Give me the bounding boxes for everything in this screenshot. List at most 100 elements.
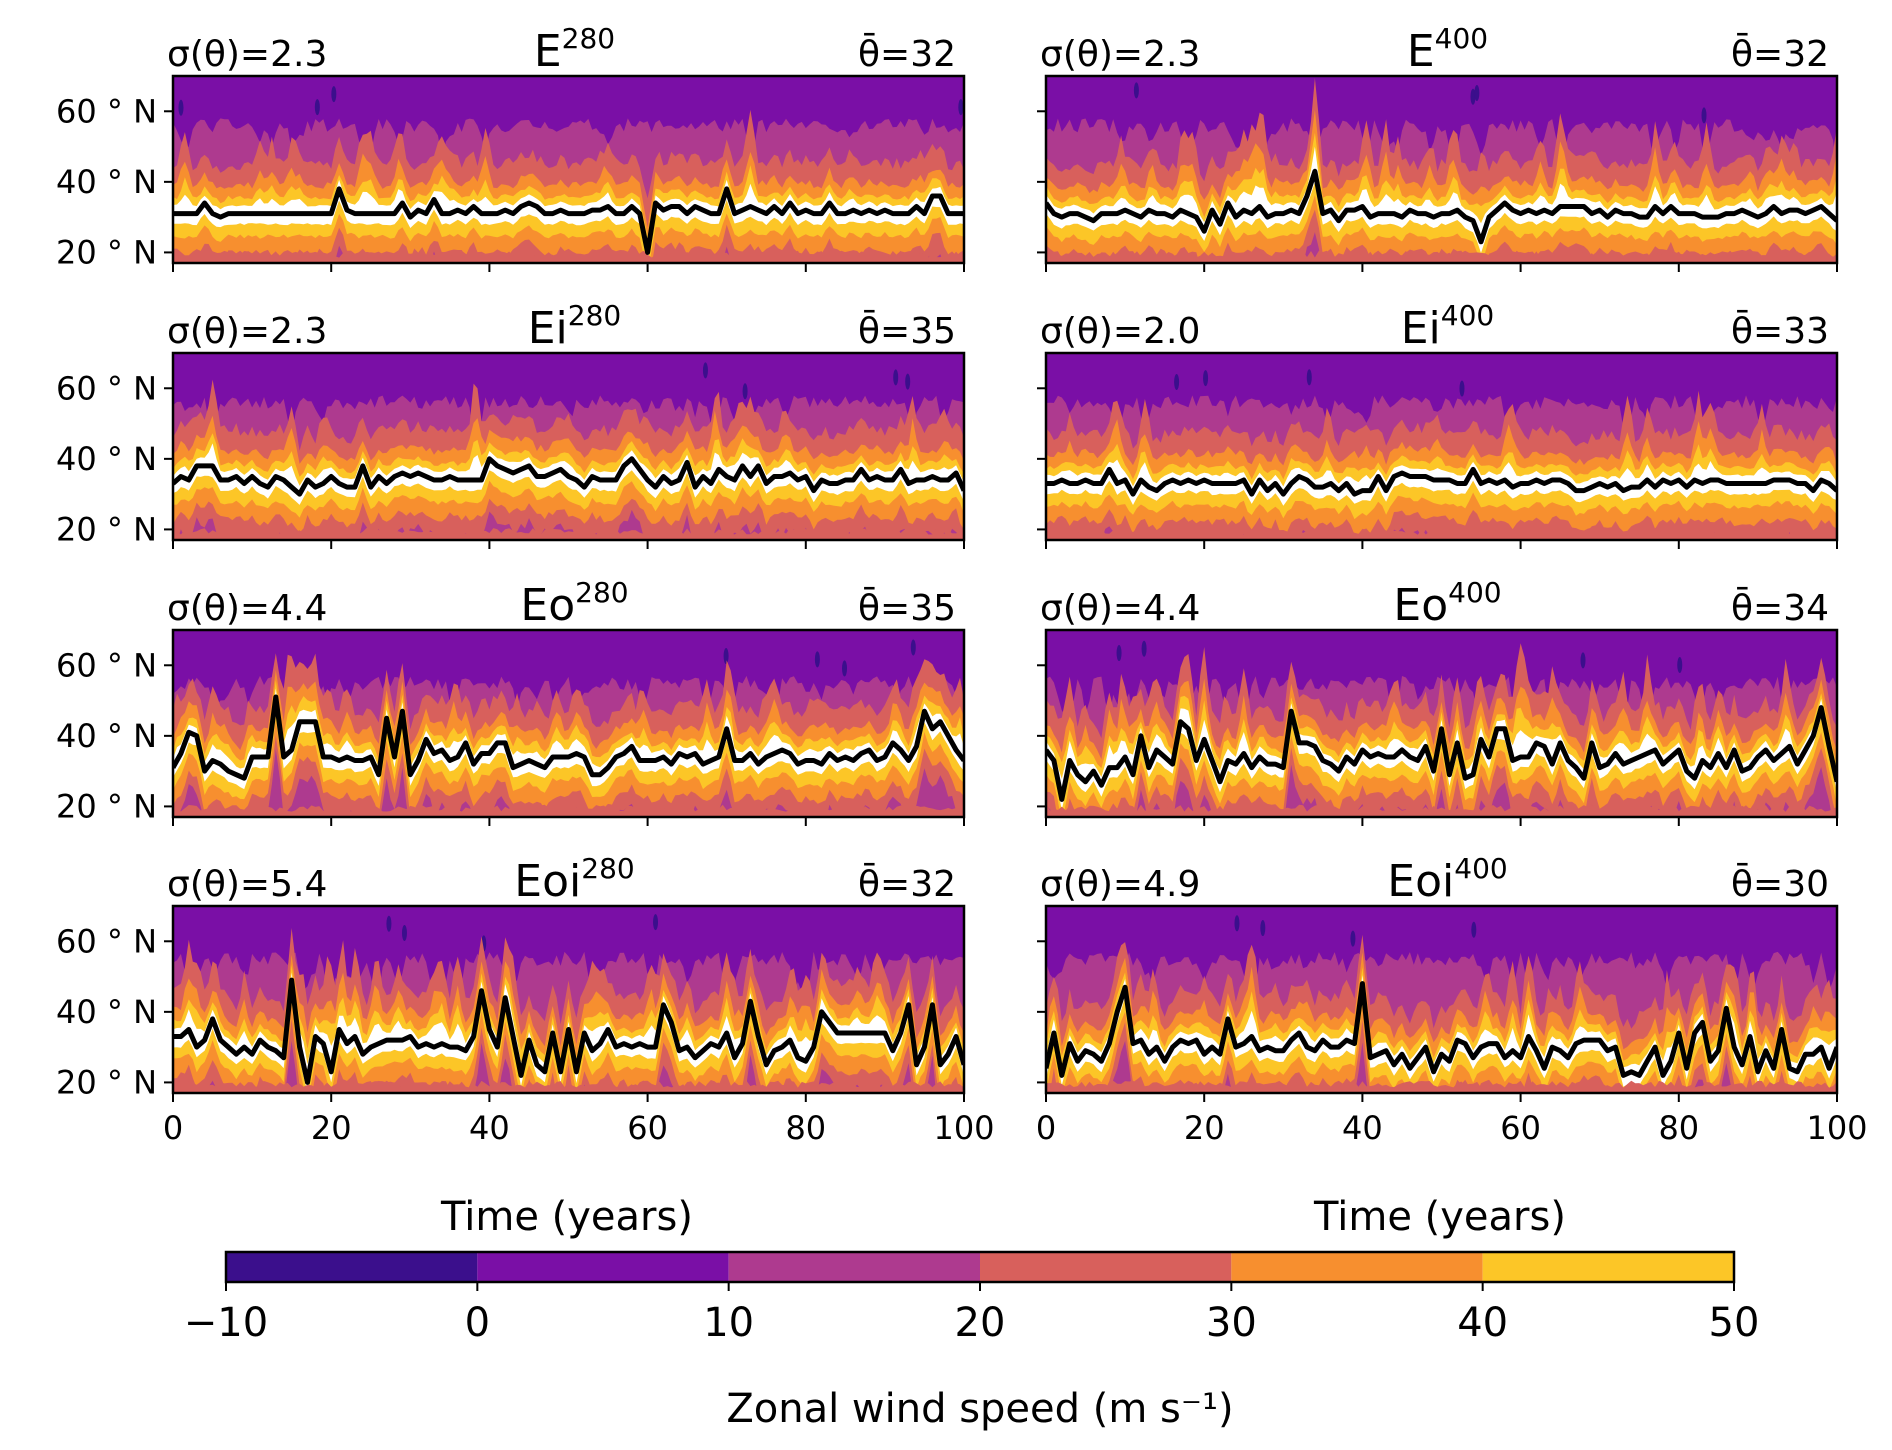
experiment-title: Eo400 xyxy=(1393,576,1501,631)
experiment-name: Ei xyxy=(1401,303,1441,354)
sigma-label: σ(θ)=2.3 xyxy=(1040,34,1200,75)
band-minus10-0 xyxy=(178,99,184,116)
experiment-title: Ei280 xyxy=(528,299,621,354)
band-minus10-0 xyxy=(842,660,848,677)
band-low-lat xyxy=(173,804,964,817)
band-low-lat xyxy=(173,250,964,263)
band-low-lat xyxy=(1046,527,1837,540)
panel-eo-400: σ(θ)=4.4 θ̄=34 Eo400 xyxy=(1037,576,1839,826)
sigma-label: σ(θ)=4.4 xyxy=(167,588,327,629)
y-tick-label: 60 ° N xyxy=(56,369,157,407)
colorbar-segment xyxy=(980,1252,1232,1282)
sigma-label: σ(θ)=2.0 xyxy=(1040,311,1200,352)
band-minus10-0 xyxy=(1260,920,1266,937)
panel-eo-280: 20 ° N 40 ° N 60 ° N σ(θ)=4.4 θ̄=35 Eo280 xyxy=(56,576,966,826)
colorbar-segment xyxy=(728,1252,980,1282)
band-0-10 xyxy=(173,353,964,444)
band-minus10-0 xyxy=(1470,88,1476,105)
colorbar-tick-label: 0 xyxy=(465,1300,490,1346)
panel-ei-280: 20 ° N 40 ° N 60 ° N σ(θ)=2.3 θ̄=35 Ei280 xyxy=(56,299,966,549)
band-0-10 xyxy=(1046,906,1837,1005)
band-minus10-0 xyxy=(702,362,708,379)
colorbar-tick-label: 50 xyxy=(1709,1300,1760,1346)
panel-frame xyxy=(171,904,966,1095)
y-tick-label: 60 ° N xyxy=(56,646,157,684)
x-tick-label: 60 xyxy=(1500,1109,1541,1147)
x-tick-label: 20 xyxy=(311,1109,352,1147)
band-40-50 xyxy=(1046,146,1837,253)
experiment-level: 280 xyxy=(581,852,634,885)
x-axis-labels: Time (years) Time (years) xyxy=(440,1194,1566,1240)
jet-latitude-line xyxy=(1046,466,1837,497)
jet-latitude-line xyxy=(173,186,964,255)
y-tick-label: 60 ° N xyxy=(56,92,157,130)
panel-ei-400: σ(θ)=2.0 θ̄=33 Ei400 xyxy=(1037,299,1839,549)
mean-label: θ̄=33 xyxy=(1731,309,1829,352)
band-minus10-0 xyxy=(1234,915,1240,932)
band-minus10-0 xyxy=(814,651,820,668)
mean-label: θ̄=35 xyxy=(858,309,956,352)
experiment-title: Eoi400 xyxy=(1387,852,1507,907)
colorbar: −10 0 10 20 30 40 50 Zonal wind speed (m s⁻¹) xyxy=(184,1250,1760,1432)
band-40-50 xyxy=(173,179,964,262)
experiment-name: Eo xyxy=(1393,580,1448,631)
experiment-level: 280 xyxy=(568,299,621,332)
band-minus10-0 xyxy=(386,915,392,932)
colorbar-tick-label: −10 xyxy=(184,1300,268,1346)
sigma-label: σ(θ)=4.4 xyxy=(1040,588,1200,629)
y-tick-label: 20 ° N xyxy=(56,510,157,548)
experiment-name: Eoi xyxy=(1387,856,1454,907)
band-low-lat xyxy=(173,527,964,540)
band-minus10-0 xyxy=(1306,369,1312,386)
x-tick-label: 40 xyxy=(469,1109,510,1147)
band-low-lat xyxy=(173,1080,964,1093)
band-30-40 xyxy=(1046,132,1837,263)
panel-frame xyxy=(1044,628,1839,819)
panel-e-280: 20 ° N 40 ° N 60 ° N σ(θ)=2.3 θ̄=32 E280 xyxy=(56,22,966,272)
colorbar-tick-label: 40 xyxy=(1457,1300,1508,1346)
band-minus10-0 xyxy=(958,99,964,116)
jet-latitude-line xyxy=(173,456,964,497)
band-minus10-0 xyxy=(1116,645,1122,662)
band-minus10-0 xyxy=(1677,657,1683,674)
band-minus10-0 xyxy=(910,639,916,656)
panel-eoi-280: 20 ° N 40 ° N 60 ° N 0 20 40 60 80 100 σ(θ)=5.4 θ̄… xyxy=(56,852,995,1147)
band-0-10 xyxy=(1046,353,1837,443)
band-low-lat xyxy=(1046,1080,1837,1093)
y-tick-label: 20 ° N xyxy=(56,1063,157,1101)
y-tick-label: 60 ° N xyxy=(56,922,157,960)
y-tick-label: 40 ° N xyxy=(56,163,157,201)
x-tick-label: 100 xyxy=(1806,1109,1867,1147)
experiment-title: E400 xyxy=(1407,22,1488,77)
jet-latitude-line xyxy=(173,977,964,1085)
sigma-label: σ(θ)=2.3 xyxy=(167,34,327,75)
band-30-40 xyxy=(1046,967,1837,1093)
colorbar-tick-label: 20 xyxy=(955,1300,1006,1346)
band-0-10 xyxy=(173,630,964,727)
band-minus10-0 xyxy=(1203,370,1209,387)
experiment-name: E xyxy=(534,26,562,77)
band-minus10-0 xyxy=(1350,930,1356,947)
x-tick-label: 0 xyxy=(163,1109,183,1147)
colorbar-label: Zonal wind speed (m s⁻¹) xyxy=(726,1386,1233,1432)
band-40-50 xyxy=(173,688,964,790)
y-tick-label: 40 ° N xyxy=(56,440,157,478)
band-minus10-0 xyxy=(723,648,729,665)
sigma-label: σ(θ)=5.4 xyxy=(167,864,327,905)
band-minus10-0 xyxy=(401,925,407,942)
mean-label: θ̄=32 xyxy=(858,32,956,75)
colorbar-tick-label: 30 xyxy=(1206,1300,1257,1346)
band-minus10-0 xyxy=(742,383,748,400)
band-minus10-0 xyxy=(905,373,911,390)
band-minus10-0 xyxy=(1701,107,1707,124)
experiment-title: E280 xyxy=(534,22,615,77)
colorbar-segment xyxy=(226,1252,478,1282)
y-tick-label: 20 ° N xyxy=(56,787,157,825)
experiment-level: 400 xyxy=(1435,22,1488,55)
x-axis-label-left: Time (years) xyxy=(440,1194,693,1240)
experiment-title: Ei400 xyxy=(1401,299,1494,354)
experiment-level: 280 xyxy=(575,576,628,609)
band-minus10-0 xyxy=(653,914,659,931)
experiment-level: 400 xyxy=(1448,576,1501,609)
